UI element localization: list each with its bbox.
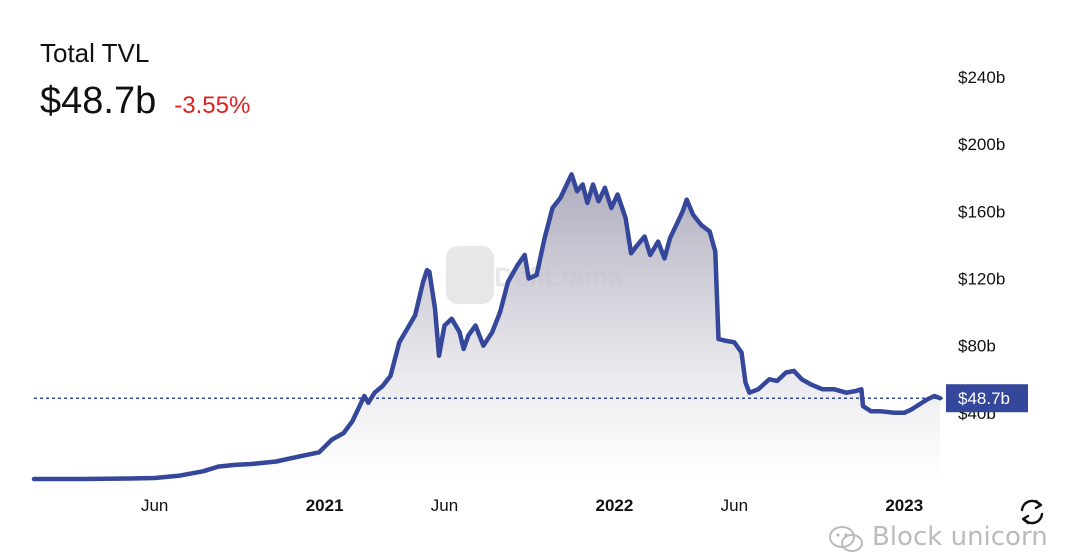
tvl-value: $48.7b <box>40 80 157 122</box>
y-tick-label: $120b <box>958 270 1005 289</box>
y-tick-label: $160b <box>958 202 1005 221</box>
chart-title: Total TVL <box>40 38 150 68</box>
x-tick-label: Jun <box>141 496 168 515</box>
source-watermark: Block unicorn <box>872 522 1048 552</box>
tvl-summary: $48.7b -3.55% <box>40 80 250 123</box>
llama-logo-icon <box>446 246 494 304</box>
tvl-area-fill <box>34 174 940 480</box>
current-value-badge-label: $48.7b <box>958 389 1010 408</box>
current-value-badge: $48.7b <box>946 384 1028 413</box>
x-tick-label: 2022 <box>596 496 634 515</box>
y-tick-label: $240b <box>958 68 1005 87</box>
x-tick-label: 2023 <box>885 496 923 515</box>
wechat-icon <box>829 526 863 552</box>
y-tick-label: $80b <box>958 337 996 356</box>
x-tick-label: Jun <box>431 496 458 515</box>
tvl-series-line <box>31 172 943 482</box>
x-axis: Jun 2021 Jun 2022 Jun 2023 <box>141 496 923 515</box>
current-value-badge-bg <box>946 384 1028 413</box>
x-tick-label: Jun <box>721 496 748 515</box>
x-tick-label: 2021 <box>306 496 344 515</box>
refresh-icon[interactable] <box>1014 494 1050 530</box>
y-axis: $240b$200b$160b$120b$80b$40b <box>958 68 1005 423</box>
y-tick-label: $200b <box>958 135 1005 154</box>
tvl-change: -3.55% <box>174 92 251 119</box>
